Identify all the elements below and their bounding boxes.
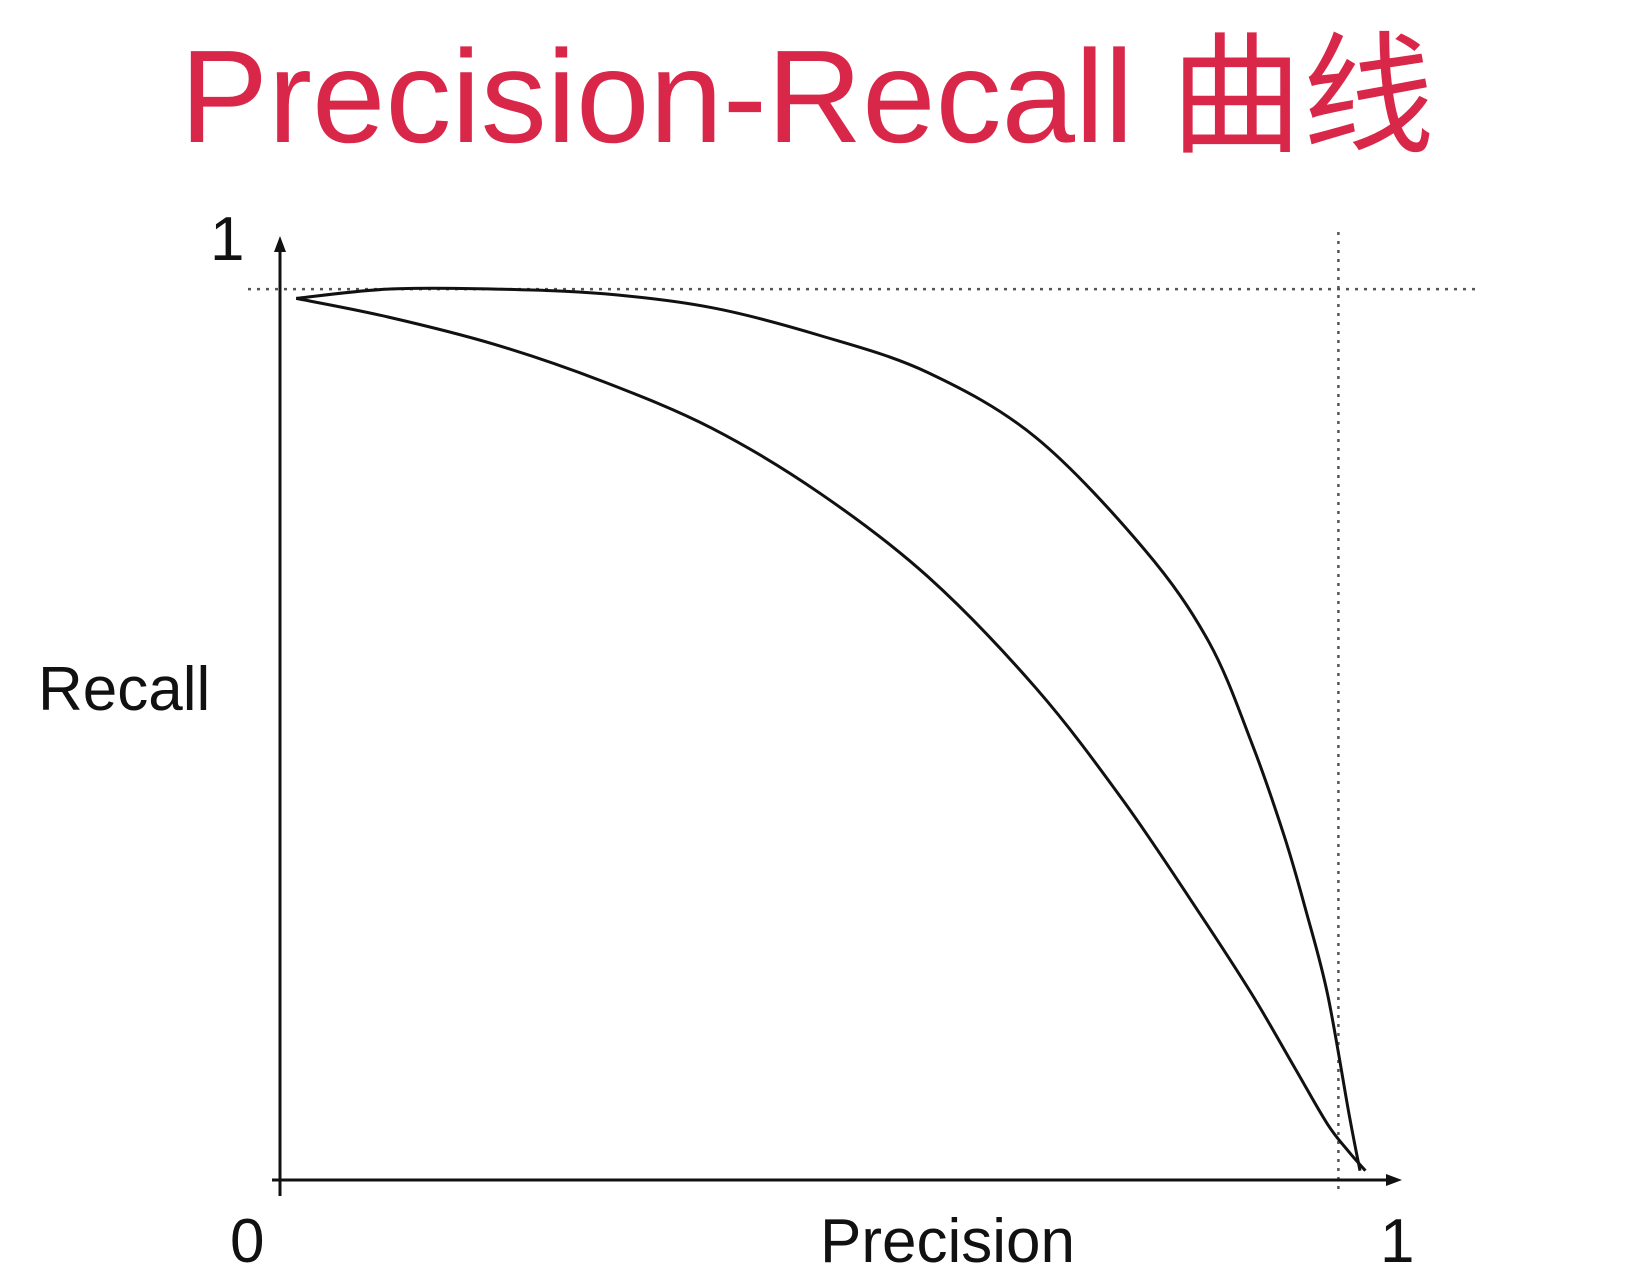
- pr-curve-2: [295, 296, 1367, 1172]
- series-group: [295, 286, 1367, 1172]
- chart-axes: [272, 236, 1402, 1196]
- x-axis-label: Precision: [820, 1207, 1075, 1270]
- pr-curve-1: [296, 286, 1362, 1171]
- tick-labels: 0 1 1: [210, 205, 1414, 1270]
- x-tick-label-0: 0: [230, 1207, 264, 1270]
- y-axis-label: Recall: [38, 655, 210, 724]
- x-axis-arrowhead: [1386, 1174, 1402, 1186]
- y-axis-arrowhead: [274, 236, 286, 252]
- y-tick-label-1: 1: [210, 205, 244, 274]
- guide-lines: [248, 232, 1478, 1192]
- chart-title: Precision-Recall 曲线: [180, 23, 1434, 170]
- x-tick-label-1: 1: [1380, 1207, 1414, 1270]
